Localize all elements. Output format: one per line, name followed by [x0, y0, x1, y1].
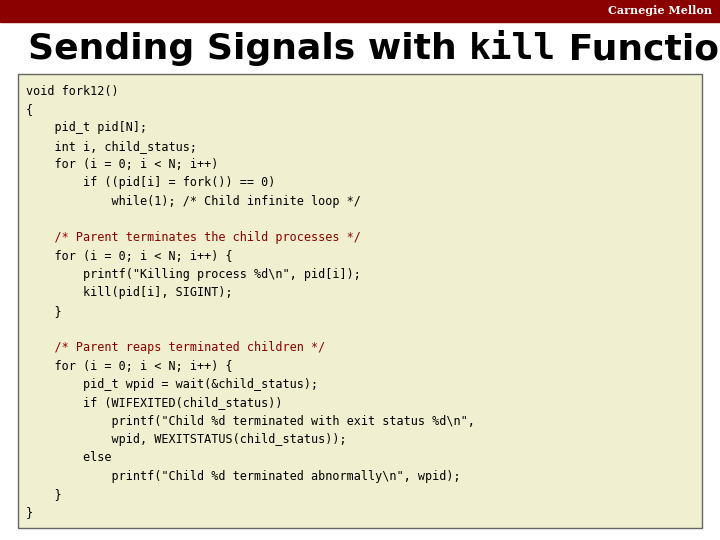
Text: while(1); /* Child infinite loop */: while(1); /* Child infinite loop */	[26, 194, 361, 208]
Text: if (WIFEXITED(child_status)): if (WIFEXITED(child_status))	[26, 396, 282, 409]
Text: printf("Child %d terminated with exit status %d\n",: printf("Child %d terminated with exit st…	[26, 415, 475, 428]
Text: Function: Function	[557, 32, 720, 66]
Text: wpid, WEXITSTATUS(child_status));: wpid, WEXITSTATUS(child_status));	[26, 433, 346, 446]
Text: kill(pid[i], SIGINT);: kill(pid[i], SIGINT);	[26, 286, 233, 299]
Text: int i, child_status;: int i, child_status;	[26, 140, 197, 153]
Text: printf("Child %d terminated abnormally\n", wpid);: printf("Child %d terminated abnormally\n…	[26, 470, 461, 483]
Text: else: else	[26, 451, 112, 464]
Text: pid_t wpid = wait(&child_status);: pid_t wpid = wait(&child_status);	[26, 378, 318, 391]
Text: }: }	[26, 507, 33, 519]
Text: Carnegie Mellon: Carnegie Mellon	[608, 5, 712, 17]
Bar	[0, 0, 720, 22]
Text: }: }	[26, 488, 62, 501]
Text: Sending Signals with: Sending Signals with	[28, 32, 469, 66]
Text: {: {	[26, 103, 33, 116]
Text: if ((pid[i] = fork()) == 0): if ((pid[i] = fork()) == 0)	[26, 177, 275, 190]
Text: pid_t pid[N];: pid_t pid[N];	[26, 122, 147, 134]
Text: for (i = 0; i < N; i++) {: for (i = 0; i < N; i++) {	[26, 360, 233, 373]
Bar	[18, 74, 702, 528]
Text: }: }	[26, 305, 62, 318]
Text: kill: kill	[469, 32, 557, 66]
Text: /* Parent reaps terminated children */: /* Parent reaps terminated children */	[26, 341, 325, 354]
Text: /* Parent terminates the child processes */: /* Parent terminates the child processes…	[26, 231, 361, 244]
Text: void fork12(): void fork12()	[26, 85, 119, 98]
Text: for (i = 0; i < N; i++) {: for (i = 0; i < N; i++) {	[26, 249, 233, 262]
Text: for (i = 0; i < N; i++): for (i = 0; i < N; i++)	[26, 158, 218, 171]
Text: printf("Killing process %d\n", pid[i]);: printf("Killing process %d\n", pid[i]);	[26, 268, 361, 281]
